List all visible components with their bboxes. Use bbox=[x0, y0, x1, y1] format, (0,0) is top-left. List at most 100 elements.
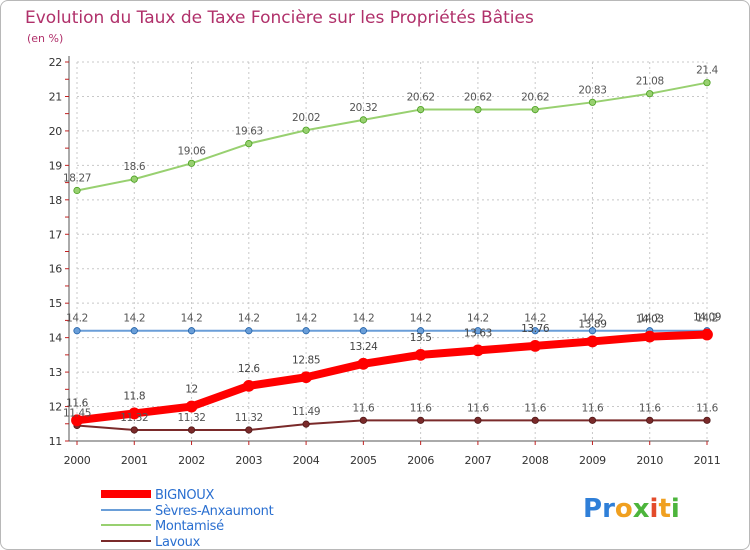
data-label: 14.2 bbox=[123, 313, 145, 325]
data-label: 13.89 bbox=[578, 318, 606, 330]
data-point bbox=[646, 90, 654, 98]
chart-title: Evolution du Taux de Taxe Foncière sur l… bbox=[25, 8, 534, 28]
data-label: 14.2 bbox=[66, 313, 88, 325]
data-label: 19.63 bbox=[235, 126, 263, 138]
data-point bbox=[417, 327, 425, 335]
x-tick-label: 2006 bbox=[407, 454, 434, 467]
data-point bbox=[414, 348, 427, 361]
data-label: 18.27 bbox=[63, 173, 91, 185]
data-point bbox=[529, 340, 542, 352]
x-tick-label: 2008 bbox=[522, 454, 549, 467]
data-label: 11.49 bbox=[292, 406, 320, 418]
data-point bbox=[588, 327, 597, 335]
data-point bbox=[359, 416, 367, 424]
data-label: 21.4 bbox=[696, 65, 718, 77]
logo-letter: i bbox=[650, 494, 659, 524]
data-label: 14.2 bbox=[467, 313, 489, 325]
x-tick-label: 2000 bbox=[64, 454, 91, 467]
data-point bbox=[531, 416, 539, 424]
data-label: 11.6 bbox=[639, 402, 661, 414]
data-label: 20.32 bbox=[349, 102, 377, 114]
data-point bbox=[245, 426, 253, 434]
series-line bbox=[76, 330, 708, 425]
x-tick-label: 2001 bbox=[121, 454, 148, 467]
data-point bbox=[417, 416, 425, 424]
data-point bbox=[187, 159, 196, 167]
data-point bbox=[643, 330, 656, 343]
data-point bbox=[474, 105, 482, 114]
y-tick-label: 12 bbox=[49, 401, 62, 414]
y-tick-label: 19 bbox=[49, 159, 63, 172]
x-tick-label: 2002 bbox=[178, 454, 205, 467]
grid bbox=[76, 61, 708, 442]
y-tick-label: 20 bbox=[49, 125, 63, 138]
data-point bbox=[187, 327, 196, 335]
x-tick-label: 2010 bbox=[636, 454, 663, 467]
y-tick-label: 16 bbox=[49, 263, 63, 276]
data-point bbox=[417, 105, 425, 114]
x-tick-label: 2009 bbox=[579, 454, 606, 467]
data-label: 11.6 bbox=[696, 402, 718, 414]
data-label: 14.2 bbox=[238, 313, 260, 325]
data-point bbox=[245, 140, 253, 148]
data-point bbox=[242, 379, 255, 392]
data-label: 14.2 bbox=[295, 313, 317, 325]
legend-label: BIGNOUX bbox=[155, 488, 214, 503]
data-point bbox=[71, 414, 83, 427]
data-label: 11.6 bbox=[352, 402, 374, 414]
y-tick-label: 11 bbox=[49, 435, 62, 448]
x-tick-label: 2005 bbox=[350, 454, 377, 467]
data-point bbox=[185, 400, 198, 413]
data-point bbox=[187, 426, 196, 434]
data-point bbox=[73, 327, 81, 335]
data-point bbox=[302, 327, 310, 335]
data-label: 13.63 bbox=[464, 327, 492, 339]
data-label: 13.76 bbox=[521, 323, 550, 335]
legend-label: Sèvres-Anxaumont bbox=[155, 504, 274, 519]
data-point bbox=[474, 327, 482, 335]
y-tick-label: 18 bbox=[49, 194, 63, 207]
data-point bbox=[703, 416, 711, 424]
data-label: 11.45 bbox=[63, 407, 91, 419]
data-label: 13.5 bbox=[410, 332, 432, 344]
data-point bbox=[359, 116, 367, 124]
data-point bbox=[130, 175, 138, 183]
data-point bbox=[588, 98, 597, 106]
series-line bbox=[76, 81, 708, 192]
data-label: 14.2 bbox=[410, 313, 432, 325]
data-point bbox=[302, 420, 310, 428]
y-tick-label: 15 bbox=[49, 297, 63, 310]
data-point bbox=[531, 327, 539, 335]
y-tick-label: 13 bbox=[49, 366, 63, 379]
data-label: 14.2 bbox=[352, 313, 374, 325]
data-label: 14.2 bbox=[582, 313, 604, 325]
data-labels: 11.6 11.8 12 12.6 12.85 13.24 13.5 13.63 13.76 13… bbox=[63, 65, 721, 424]
data-label: 11.32 bbox=[178, 412, 206, 424]
proxiti-logo: Proxiti bbox=[583, 494, 680, 524]
data-label: 20.62 bbox=[464, 92, 492, 104]
logo-letter: r bbox=[602, 494, 615, 524]
data-label: 20.83 bbox=[578, 84, 606, 96]
logo-letter: P bbox=[583, 494, 602, 524]
data-point bbox=[474, 416, 482, 424]
data-label: 11.32 bbox=[235, 412, 263, 424]
unit-label: (en %) bbox=[27, 32, 63, 45]
data-label: 14.09 bbox=[693, 312, 721, 324]
data-label: 14.03 bbox=[636, 314, 664, 326]
data-label: 11.6 bbox=[582, 402, 604, 414]
series-group bbox=[71, 79, 713, 434]
series-line bbox=[76, 419, 707, 431]
x-tick-label: 2011 bbox=[694, 454, 721, 467]
logo-letter: x bbox=[633, 494, 650, 524]
y-tick-label: 17 bbox=[49, 228, 63, 241]
data-point bbox=[130, 426, 138, 434]
data-point bbox=[646, 416, 654, 424]
x-tick-label: 2007 bbox=[465, 454, 492, 467]
logo-letter: i bbox=[671, 494, 680, 524]
data-label: 11.6 bbox=[410, 402, 432, 414]
data-label: 12.85 bbox=[292, 354, 320, 366]
data-label: 14.2 bbox=[524, 313, 546, 325]
